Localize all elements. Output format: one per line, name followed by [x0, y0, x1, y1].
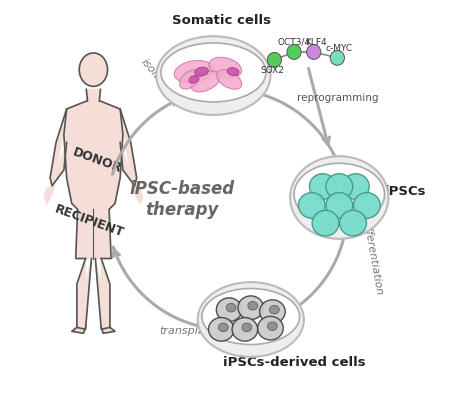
Polygon shape — [86, 89, 100, 101]
Polygon shape — [72, 259, 91, 333]
Ellipse shape — [269, 305, 279, 314]
Text: differentiation: differentiation — [361, 217, 384, 296]
Ellipse shape — [226, 303, 236, 312]
Ellipse shape — [238, 296, 264, 320]
Text: SOX2: SOX2 — [261, 66, 284, 75]
Ellipse shape — [198, 282, 304, 357]
Ellipse shape — [258, 316, 283, 340]
Ellipse shape — [209, 318, 234, 341]
Ellipse shape — [209, 57, 242, 78]
Text: RECIPIENT: RECIPIENT — [53, 203, 126, 240]
Ellipse shape — [219, 323, 228, 332]
Ellipse shape — [326, 193, 353, 218]
Polygon shape — [64, 101, 123, 259]
Text: transplantation: transplantation — [159, 326, 244, 336]
Ellipse shape — [227, 67, 239, 76]
Ellipse shape — [260, 300, 285, 324]
Ellipse shape — [202, 288, 300, 345]
Text: iPSC-based
therapy: iPSC-based therapy — [129, 180, 235, 219]
Ellipse shape — [312, 210, 339, 236]
Ellipse shape — [191, 71, 220, 92]
Ellipse shape — [326, 174, 353, 200]
Polygon shape — [44, 109, 67, 203]
Text: KLF4: KLF4 — [305, 38, 327, 47]
Polygon shape — [120, 109, 143, 203]
Text: OCT3/4: OCT3/4 — [278, 38, 310, 47]
Text: reprogramming: reprogramming — [297, 93, 378, 103]
Ellipse shape — [156, 36, 271, 115]
Ellipse shape — [189, 76, 199, 83]
Ellipse shape — [267, 322, 277, 330]
Ellipse shape — [287, 45, 301, 59]
Text: isolation: isolation — [139, 56, 177, 99]
Ellipse shape — [161, 43, 266, 102]
Text: c-MYC: c-MYC — [326, 43, 353, 53]
Ellipse shape — [340, 210, 366, 236]
Ellipse shape — [354, 193, 380, 218]
Ellipse shape — [330, 50, 345, 65]
Ellipse shape — [79, 53, 108, 87]
Ellipse shape — [290, 156, 389, 239]
Ellipse shape — [248, 301, 258, 310]
Ellipse shape — [267, 52, 282, 67]
Ellipse shape — [180, 70, 200, 89]
Ellipse shape — [216, 298, 242, 322]
Polygon shape — [95, 259, 115, 333]
Ellipse shape — [310, 174, 336, 200]
Ellipse shape — [298, 193, 325, 218]
Text: iPSCs: iPSCs — [384, 185, 426, 198]
Text: DONOR: DONOR — [71, 145, 124, 175]
Text: Somatic cells: Somatic cells — [172, 14, 271, 27]
Text: iPSCs-derived cells: iPSCs-derived cells — [223, 356, 365, 369]
Ellipse shape — [342, 174, 369, 200]
Ellipse shape — [232, 318, 258, 341]
Ellipse shape — [195, 67, 209, 76]
Ellipse shape — [242, 323, 252, 332]
Ellipse shape — [294, 163, 384, 225]
Ellipse shape — [174, 60, 213, 83]
Ellipse shape — [307, 45, 321, 59]
Ellipse shape — [217, 70, 242, 89]
